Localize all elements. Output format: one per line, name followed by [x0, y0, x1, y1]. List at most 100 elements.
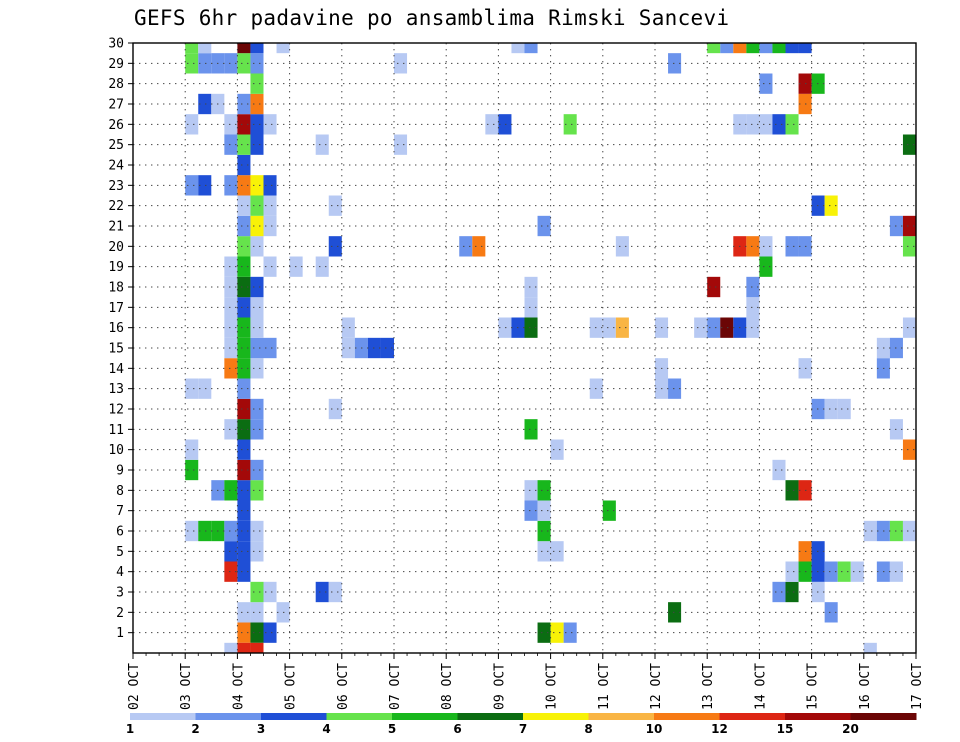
precip-cell [537, 541, 551, 562]
precip-cell [837, 398, 851, 420]
precip-cell [185, 378, 199, 399]
precip-cell [759, 256, 773, 277]
colorbar-label: 1 [126, 722, 134, 736]
colorbar-swatch [195, 713, 262, 720]
precip-cell [746, 276, 760, 298]
precip-cell [263, 114, 277, 135]
precip-cell [759, 236, 773, 257]
precip-cell [237, 195, 251, 216]
precip-cell [824, 195, 838, 216]
y-tick-label: 14 [108, 362, 124, 377]
precip-cell [250, 73, 264, 94]
precip-cell [250, 480, 264, 501]
precip-cell [250, 195, 264, 216]
precip-cell [394, 134, 408, 155]
x-tick-label: 09 OCT [492, 663, 507, 710]
y-tick-label: 13 [108, 382, 124, 397]
colorbar-legend: 1 2 3 4 5 6 7 8 10 12 15 20 [126, 713, 917, 736]
precip-cell [785, 581, 799, 603]
precip-cell [224, 358, 238, 379]
precip-cell [198, 520, 212, 542]
y-tick-label: 28 [108, 77, 124, 92]
precip-cell [237, 53, 251, 74]
y-tick-label: 5 [116, 545, 124, 560]
x-tick-label: 02 OCT [127, 663, 142, 710]
y-tick-label: 26 [108, 118, 124, 133]
y-tick-label: 23 [108, 179, 124, 194]
precip-cell [315, 581, 329, 603]
precip-cell [772, 114, 786, 135]
precip-cell [537, 520, 551, 542]
precip-cell [224, 317, 238, 338]
y-tick-label: 4 [116, 565, 124, 580]
precip-cell [668, 602, 682, 623]
precip-cell [237, 622, 251, 643]
precip-cell [511, 43, 525, 54]
precip-cell [237, 256, 251, 277]
precip-cell [394, 53, 408, 74]
precip-cell [224, 480, 238, 501]
precip-cell [237, 154, 251, 176]
precip-cell [537, 500, 551, 521]
precip-cell [550, 541, 564, 562]
precip-cell [341, 317, 355, 338]
precip-cell [863, 520, 877, 542]
precip-cell [250, 93, 264, 115]
colorbar-label: 15 [777, 722, 794, 736]
precip-cell [237, 480, 251, 501]
precip-cell [237, 561, 251, 582]
precip-cell [668, 53, 682, 74]
precip-cell [668, 378, 682, 399]
precip-cell [537, 622, 551, 643]
x-tick-label: 15 OCT [806, 663, 821, 710]
precip-cell [224, 541, 238, 562]
precip-cell [237, 276, 251, 298]
precip-cell [185, 439, 199, 460]
precip-cell [524, 276, 538, 298]
precip-cell [798, 43, 812, 54]
precip-cell [902, 236, 916, 257]
precip-cell [315, 134, 329, 155]
precip-cell [498, 317, 512, 338]
colorbar-swatch [588, 713, 655, 720]
precip-cell [367, 337, 381, 359]
precip-cell [902, 134, 916, 155]
precip-cell [250, 398, 264, 420]
colorbar-swatch [719, 713, 786, 720]
precip-cell [224, 276, 238, 298]
precip-cell [263, 175, 277, 196]
precip-cell [902, 215, 916, 237]
precip-cell [785, 236, 799, 257]
precip-cell [837, 561, 851, 582]
precip-cell [237, 337, 251, 359]
precip-cell [720, 317, 734, 338]
precip-cell [602, 317, 616, 338]
precip-cell [250, 581, 264, 603]
precip-cell [485, 114, 499, 135]
precip-cell [250, 43, 264, 54]
precip-cell [250, 53, 264, 74]
colorbar-swatch [654, 713, 720, 720]
colorbar-label: 10 [646, 722, 663, 736]
precip-cell [237, 236, 251, 257]
precip-cell [550, 622, 564, 643]
colorbar-label: 3 [257, 722, 265, 736]
colorbar-label: 7 [519, 722, 527, 736]
precip-cell [250, 114, 264, 135]
x-tick-label: 13 OCT [701, 663, 716, 710]
precip-cell [250, 337, 264, 359]
precip-cell [889, 419, 903, 440]
precip-cell [746, 317, 760, 338]
precip-cell [785, 114, 799, 135]
precip-cell [185, 114, 199, 135]
precip-cell [250, 622, 264, 643]
x-tick-label: 11 OCT [597, 663, 612, 710]
x-tick-label: 04 OCT [231, 663, 246, 710]
precip-cell [237, 398, 251, 420]
precip-cell [250, 459, 264, 481]
precip-cell [237, 358, 251, 379]
x-tick-label: 10 OCT [545, 663, 560, 710]
precip-cell [237, 541, 251, 562]
y-tick-label: 20 [108, 240, 124, 255]
precip-cell [263, 337, 277, 359]
